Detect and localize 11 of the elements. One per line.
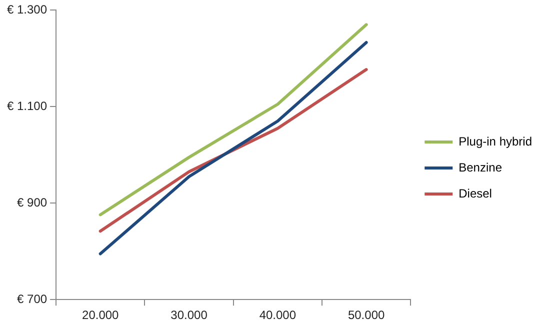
x-tick-label: 20.000: [82, 308, 120, 322]
x-tick-label: 40.000: [259, 308, 296, 322]
y-tick-label: € 1.300: [6, 2, 48, 17]
x-tick-label: 30.000: [170, 308, 208, 322]
y-tick-label: € 700: [17, 292, 48, 306]
y-tick-label: € 1.100: [6, 98, 48, 113]
y-tick-label: € 900: [17, 195, 48, 210]
legend-label: Diesel: [458, 186, 492, 200]
legend-label: Plug-in hybrid: [458, 134, 532, 148]
x-tick-label: 50.000: [348, 308, 385, 322]
legend-label: Benzine: [458, 160, 502, 174]
